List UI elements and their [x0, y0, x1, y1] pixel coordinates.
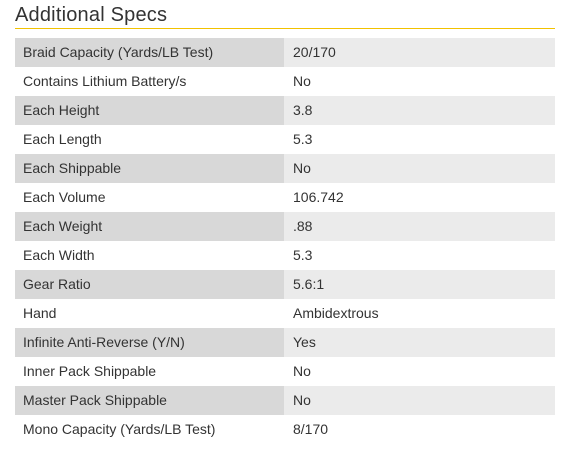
spec-row: Each Shippable No [15, 154, 555, 183]
spec-name: Each Height [15, 96, 284, 125]
spec-value: 5.6:1 [284, 270, 555, 299]
spec-row: Gear Ratio 5.6:1 [15, 270, 555, 299]
section-title: Additional Specs [15, 4, 168, 26]
spec-name: Each Weight [15, 212, 284, 241]
specs-table: Braid Capacity (Yards/LB Test) 20/170 Co… [15, 38, 555, 444]
spec-name: Contains Lithium Battery/s [15, 67, 284, 96]
spec-name: Each Width [15, 241, 284, 270]
spec-name: Each Shippable [15, 154, 284, 183]
spec-value: 5.3 [284, 241, 555, 270]
spec-row: Hand Ambidextrous [15, 299, 555, 328]
spec-name: Each Length [15, 125, 284, 154]
spec-name: Each Volume [15, 183, 284, 212]
spec-value: 20/170 [284, 38, 555, 67]
spec-row: Each Length 5.3 [15, 125, 555, 154]
spec-row: Contains Lithium Battery/s No [15, 67, 555, 96]
spec-row: Master Pack Shippable No [15, 386, 555, 415]
spec-row: Each Width 5.3 [15, 241, 555, 270]
spec-name: Master Pack Shippable [15, 386, 284, 415]
spec-row: Each Volume 106.742 [15, 183, 555, 212]
spec-row: Braid Capacity (Yards/LB Test) 20/170 [15, 38, 555, 67]
spec-value: No [284, 386, 555, 415]
spec-name: Mono Capacity (Yards/LB Test) [15, 415, 284, 444]
spec-value: Yes [284, 328, 555, 357]
spec-row: Infinite Anti-Reverse (Y/N) Yes [15, 328, 555, 357]
spec-value: 8/170 [284, 415, 555, 444]
spec-row: Each Weight .88 [15, 212, 555, 241]
spec-name: Inner Pack Shippable [15, 357, 284, 386]
spec-row: Each Height 3.8 [15, 96, 555, 125]
spec-value: No [284, 154, 555, 183]
spec-name: Braid Capacity (Yards/LB Test) [15, 38, 284, 67]
spec-value: 3.8 [284, 96, 555, 125]
spec-name: Hand [15, 299, 284, 328]
spec-value: No [284, 357, 555, 386]
spec-row: Mono Capacity (Yards/LB Test) 8/170 [15, 415, 555, 444]
spec-name: Infinite Anti-Reverse (Y/N) [15, 328, 284, 357]
spec-value: .88 [284, 212, 555, 241]
spec-value: Ambidextrous [284, 299, 555, 328]
title-divider [15, 28, 555, 29]
spec-row: Inner Pack Shippable No [15, 357, 555, 386]
spec-name: Gear Ratio [15, 270, 284, 299]
spec-value: No [284, 67, 555, 96]
spec-value: 5.3 [284, 125, 555, 154]
spec-value: 106.742 [284, 183, 555, 212]
